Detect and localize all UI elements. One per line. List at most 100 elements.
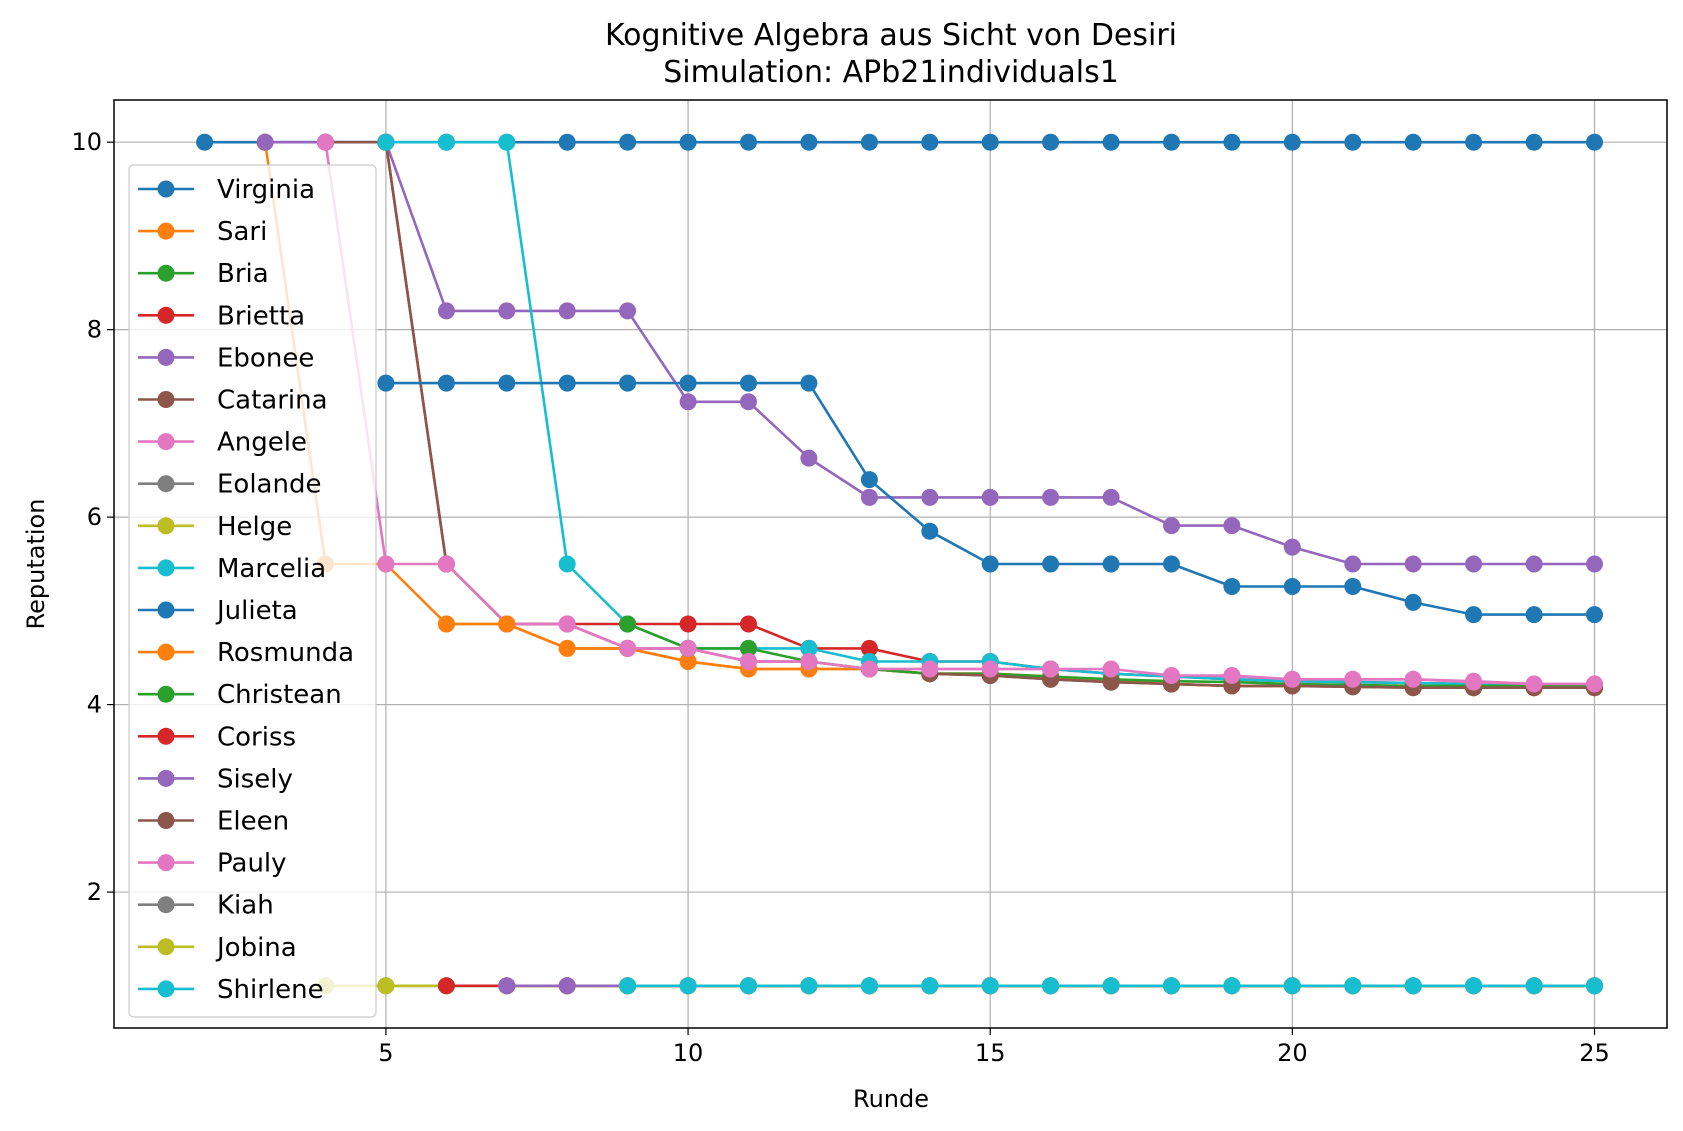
data-point (921, 133, 939, 151)
legend-item: Helge (138, 512, 292, 542)
legend-marker (157, 685, 175, 703)
data-point (1042, 133, 1060, 151)
data-point (800, 449, 818, 467)
data-point (1404, 670, 1422, 688)
data-point (800, 653, 818, 670)
series-line (566, 622, 1595, 686)
legend-marker (157, 264, 175, 282)
data-point (1465, 673, 1483, 691)
plot-frame (113, 99, 1668, 1029)
legend-marker (157, 727, 175, 745)
data-point (1042, 660, 1060, 678)
data-point (619, 615, 637, 633)
data-point (921, 977, 939, 995)
data-point (740, 615, 757, 633)
data-point (1283, 977, 1301, 995)
data-point (1465, 606, 1483, 624)
data-point (1163, 133, 1180, 151)
data-point (1102, 488, 1120, 506)
data-point (1102, 555, 1120, 573)
legend-item: Christean (138, 680, 342, 710)
data-point (317, 133, 334, 151)
data-point (1344, 555, 1362, 573)
y-tick-label: 4 (87, 691, 102, 719)
legend-label: Coriss (217, 722, 296, 752)
data-point (437, 555, 455, 573)
data-point (1223, 578, 1241, 595)
data-point (740, 393, 757, 411)
legend-label: Pauly (217, 849, 287, 879)
legend-label: Kiah (217, 891, 274, 921)
data-point (498, 133, 516, 151)
data-point (1163, 977, 1180, 995)
data-point (558, 374, 576, 392)
data-point (1586, 555, 1603, 573)
data-point (1102, 133, 1120, 151)
data-point (679, 615, 697, 633)
data-point (679, 977, 697, 995)
legend-label: Sisely (217, 764, 293, 794)
legend-label: Julieta (215, 596, 298, 626)
data-point (1465, 977, 1483, 995)
legend-marker (157, 475, 175, 493)
legend-marker (157, 812, 175, 829)
data-point (1042, 555, 1060, 573)
legend-label: Helge (217, 512, 292, 542)
data-point (1163, 517, 1180, 535)
legend-marker (157, 643, 175, 661)
data-point (256, 133, 274, 151)
data-point (1344, 670, 1362, 688)
data-point (679, 653, 697, 670)
data-point (619, 639, 637, 657)
legend-item: Sari (138, 217, 267, 247)
data-point (619, 977, 637, 995)
legend-item: Coriss (138, 722, 296, 752)
data-point (679, 639, 697, 657)
data-point (437, 133, 455, 151)
data-point (800, 374, 818, 392)
data-point (921, 488, 939, 506)
y-tick-label: 6 (87, 503, 102, 531)
legend-item: Virginia (138, 175, 315, 205)
data-point (860, 133, 878, 151)
legend-item: Jobina (138, 933, 297, 963)
legend-marker (157, 433, 175, 451)
y-tick-label: 2 (87, 878, 102, 906)
series-pauly (558, 615, 1603, 693)
data-point (619, 374, 637, 392)
data-point (1283, 670, 1301, 688)
legend-label: Eleen (217, 807, 289, 837)
legend-item: Brietta (138, 301, 305, 331)
legend-label: Bria (217, 259, 269, 289)
legend-marker (157, 601, 175, 619)
data-point (1042, 977, 1060, 995)
legend-item: Shirlene (138, 975, 324, 1005)
legend-marker (157, 854, 175, 872)
legend-label: Christean (217, 680, 342, 710)
data-point (558, 133, 576, 151)
legend-marker (157, 769, 175, 787)
data-point (498, 977, 516, 995)
data-point (1344, 977, 1362, 995)
data-point (981, 660, 999, 678)
x-tick-label: 5 (378, 1039, 393, 1067)
data-point (498, 302, 516, 320)
data-point (437, 302, 455, 320)
data-point (1283, 538, 1301, 556)
data-point (981, 133, 999, 151)
data-point (679, 374, 697, 392)
legend-item: Ebonee (138, 343, 314, 373)
data-point (1525, 675, 1543, 693)
data-point (377, 977, 395, 995)
data-point (437, 977, 455, 995)
data-point (1404, 977, 1422, 995)
legend-label: Catarina (217, 386, 328, 416)
series-group (196, 133, 1603, 995)
legend-marker (157, 348, 175, 366)
x-tick-label: 10 (673, 1039, 704, 1067)
series-line (929, 672, 1595, 690)
data-point (619, 302, 637, 320)
legend-label: Angele (217, 428, 307, 458)
data-point (1525, 133, 1543, 151)
data-point (498, 374, 516, 392)
